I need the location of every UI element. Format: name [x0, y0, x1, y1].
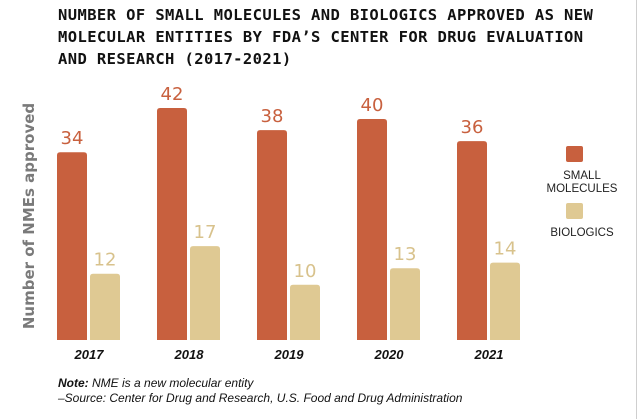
- bar-biologics-2019: [290, 284, 320, 340]
- value-label-biologics-2021: 14: [494, 239, 517, 260]
- x-tick-label-2018: 2018: [174, 347, 205, 362]
- bar-chart: Number of NMEs approved 34 12 2017 42 17 2018…: [20, 84, 618, 362]
- legend-swatch-small-molecules: [566, 146, 583, 162]
- value-label-biologics-2020: 13: [394, 244, 417, 265]
- bar-small-molecules-2019: [257, 130, 287, 340]
- footnotes: Note: NME is a new molecular entity –Sou…: [58, 376, 618, 406]
- bar-small-molecules-2018: [157, 108, 187, 340]
- value-label-biologics-2017: 12: [94, 250, 117, 271]
- bar-small-molecules-2020: [357, 119, 387, 340]
- note-text: NME is a new molecular entity: [88, 376, 254, 390]
- bar-biologics-2017: [90, 273, 120, 340]
- value-label-small-molecules-2018: 42: [161, 84, 184, 105]
- legend-label-small-molecules-line-2: MOLECULES: [547, 183, 618, 195]
- value-label-small-molecules-2020: 40: [361, 95, 384, 116]
- chart-title: NUMBER OF SMALL MOLECULES AND BIOLOGICS …: [58, 6, 594, 68]
- value-label-small-molecules-2021: 36: [461, 117, 484, 138]
- value-label-small-molecules-2019: 38: [261, 106, 284, 127]
- x-tick-label-2020: 2020: [374, 347, 405, 362]
- frame-edge: [636, 0, 637, 419]
- x-tick-label-2019: 2019: [274, 347, 305, 362]
- x-tick-label-2021: 2021: [474, 347, 504, 362]
- source-line: –Source: Center for Drug and Research, U…: [58, 391, 463, 405]
- legend-label-small-molecules-line-1: SMALL: [563, 170, 601, 182]
- bar-biologics-2020: [390, 268, 420, 340]
- bar-small-molecules-2021: [457, 141, 487, 340]
- bar-biologics-2021: [490, 262, 520, 340]
- x-tick-label-2017: 2017: [74, 347, 105, 362]
- note-label: Note:: [58, 376, 89, 390]
- y-axis-label: Number of NMEs approved: [20, 103, 38, 329]
- value-label-biologics-2019: 10: [294, 261, 317, 282]
- value-label-small-molecules-2017: 34: [61, 128, 84, 149]
- note-line: Note: NME is a new molecular entity: [58, 376, 618, 391]
- bar-small-molecules-2017: [57, 152, 87, 340]
- bars-layer: 34 12 2017 42 17 2018 38 10 2019 40 13 2020 36 14 2021: [57, 84, 520, 362]
- legend-swatch-biologics: [566, 203, 583, 219]
- bar-biologics-2018: [190, 246, 220, 340]
- value-label-biologics-2018: 17: [194, 222, 217, 243]
- legend-label-biologics: BIOLOGICS: [550, 227, 614, 239]
